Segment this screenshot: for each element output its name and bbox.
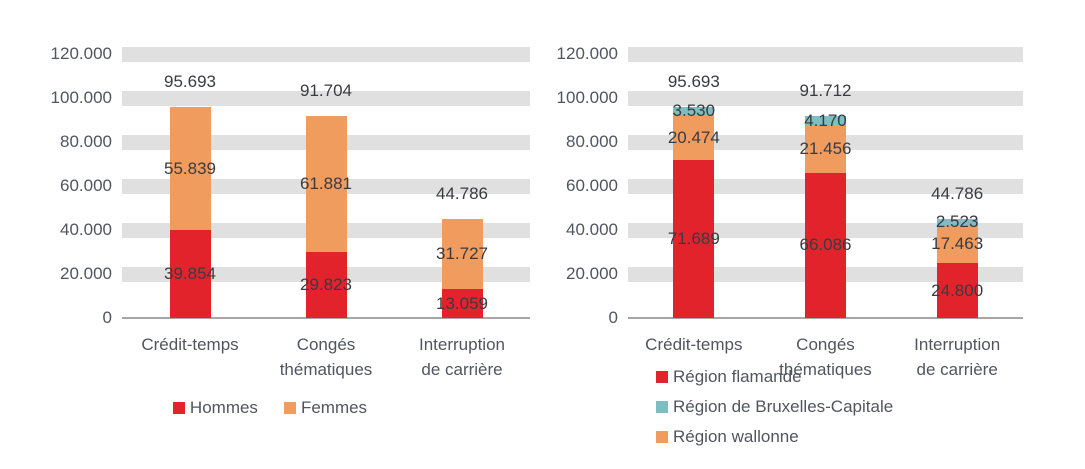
category-label: Crédit-temps [618,332,770,357]
y-axis-tick-label: 60.000 [60,176,112,195]
category-label-line: thématiques [279,360,373,379]
bar-segment [805,116,846,126]
y-axis-tick-label: 100.000 [556,88,618,107]
y-axis-tick-label: 80.000 [60,132,112,151]
x-axis-line [628,317,1023,319]
bar-segment [936,219,978,226]
category-label: Interruption de carrière [881,332,1033,382]
y-axis-tick-label: 120.000 [556,44,618,63]
bar-segment [305,252,347,318]
category-label-line: de carrière [421,360,503,379]
y-axis-tick-label: 60.000 [566,176,618,195]
category-label: Crédit-temps [112,332,268,357]
gridline-band [122,46,530,62]
bar-segment [673,115,715,161]
bar-segment-label: 66.086 [799,235,852,255]
category-label-line: Crédit-temps [141,335,239,354]
bar-segment [673,107,715,116]
bar-total-label: 91.712 [799,81,852,101]
legend-label: Région wallonne [673,427,799,446]
category-label-line: Interruption [914,335,1001,354]
bar-segment-label: 13.059 [436,293,488,313]
bar-segment-label: 31.727 [436,244,488,264]
legend-item: Région wallonne [656,427,893,447]
y-axis-tick-label: 40.000 [60,220,112,239]
bar-total-label: 95.693 [667,72,720,92]
bar-total-label: 95.693 [164,72,216,92]
bar-segment-label: 17.463 [931,234,984,254]
legend-item: Hommes [172,398,258,418]
bar-segment [805,172,846,318]
legend-swatch-icon [656,401,668,413]
bar-segment-label: 55.839 [164,158,216,178]
bar-total-label: 44.786 [931,184,984,204]
bar-segment [169,107,211,231]
legend-item: Région de Bruxelles-Capitale [656,397,893,417]
category-label: Congés thématiques [248,332,404,382]
category-label-line: Congés [796,335,855,354]
category-label-line: Crédit-temps [645,335,743,354]
category-label: Congés thématiques [750,332,902,382]
bar-segment [936,225,978,264]
category-label-line: thématiques [779,360,872,379]
x-axis-line [122,317,530,319]
category-label-line: Congés [296,335,356,354]
bar-segment-label: 20.474 [667,127,720,147]
y-axis-tick-label: 0 [608,308,618,327]
bar-segment-label: 21.456 [799,139,852,158]
bar-segment [673,160,715,318]
bar-segment [169,230,211,318]
legend-label: Région de Bruxelles-Capitale [673,397,894,416]
y-axis-tick-label: 0 [102,308,112,327]
bar-segment [805,125,846,173]
legend-label: Hommes [189,398,258,417]
legend-item: Région flamande [656,367,893,387]
legend-swatch-icon [656,371,668,383]
bar-segment-label: 24.800 [931,280,984,300]
y-axis-tick-label: 100.000 [50,88,112,107]
bar-segment-label: 71.689 [667,229,720,249]
bar-segment [305,116,347,253]
bar-segment [441,219,483,290]
bar-segment-label: 61.881 [300,174,352,194]
category-label-line: de carrière [916,360,998,379]
bar-segment-label: 39.854 [164,264,216,284]
legend: Hommes Femmes [0,398,540,418]
legend-label: Femmes [300,398,368,417]
bar-segment [936,263,978,318]
gridline-band [628,90,1023,106]
legend-swatch-icon [283,402,296,414]
gridline-band [628,46,1023,62]
y-axis-tick-label: 120.000 [50,44,112,63]
legend-label: Région flamande [673,367,802,386]
bar-segment-label: 4.170 [804,110,847,130]
legend-item: Femmes [283,398,368,418]
y-axis-tick-label: 80.000 [566,132,618,151]
legend: Région flamande Région de Bruxelles-Capit… [656,367,893,447]
bar-segment-label: 2.523 [935,212,979,232]
category-label-line: Interruption [419,335,505,354]
y-axis-tick-label: 40.000 [566,220,618,239]
y-axis-tick-label: 20.000 [566,264,618,283]
bar-segment-label: 29.823 [300,275,352,295]
bar-total-label: 91.704 [300,81,352,101]
bar-segment [441,289,483,318]
bar-total-label: 44.786 [436,184,488,204]
legend-swatch-icon [656,431,668,443]
bar-segment-label: 3.530 [672,101,716,121]
gridline-band [122,90,530,106]
legend-swatch-icon [172,402,185,414]
category-label: Interruption de carrière [384,332,540,382]
y-axis-tick-label: 20.000 [60,264,112,283]
